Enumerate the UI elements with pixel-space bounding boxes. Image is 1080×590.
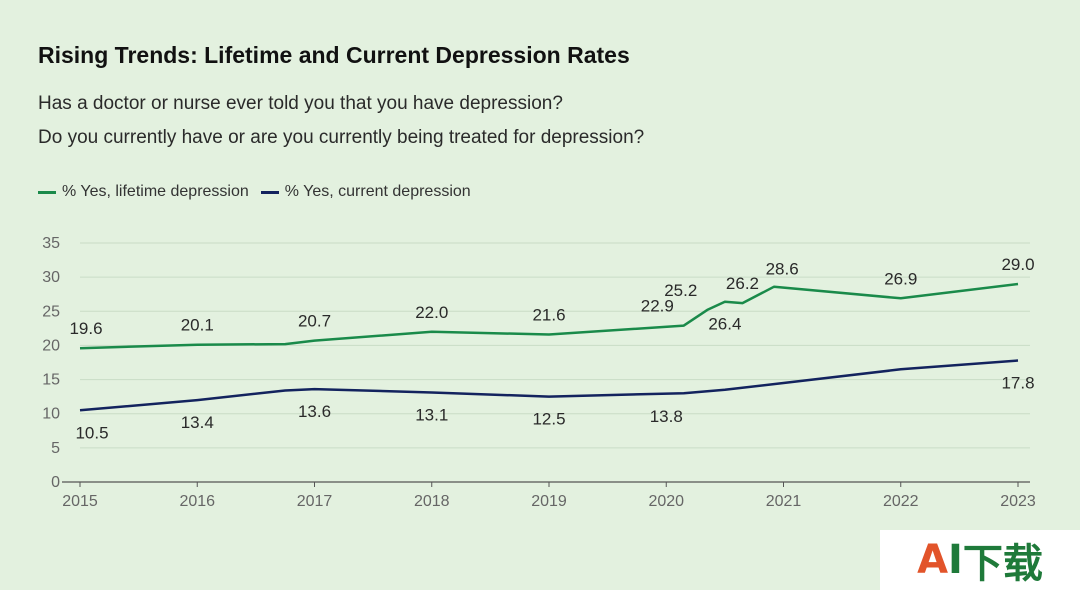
watermark-i: I	[948, 537, 963, 583]
x-tick-label-2023: 2023	[1000, 493, 1036, 510]
x-tick-label-2021: 2021	[766, 493, 802, 510]
legend-swatch-lifetime	[38, 190, 56, 194]
data-label-1-2: 13.6	[298, 402, 331, 421]
watermark-a: A	[917, 537, 949, 583]
legend: % Yes, lifetime depression % Yes, curren…	[38, 183, 483, 201]
data-label-0-7: 26.4	[708, 315, 741, 334]
data-label-0-3: 22.0	[415, 303, 448, 322]
data-label-1-1: 13.4	[181, 413, 214, 432]
data-label-0-1: 20.1	[181, 316, 214, 335]
x-tick-label-2020: 2020	[648, 493, 684, 510]
x-tick-label-2022: 2022	[883, 493, 919, 510]
y-tick-label-25: 25	[42, 303, 60, 320]
data-label-1-5: 13.8	[650, 407, 683, 426]
y-tick-label-10: 10	[42, 406, 60, 423]
data-label-0-10: 26.9	[884, 269, 917, 288]
data-label-0-9: 28.6	[766, 260, 799, 279]
data-label-1-4: 12.5	[532, 410, 565, 429]
series-line-1	[79, 359, 1019, 412]
data-label-1-0: 10.5	[75, 423, 108, 442]
y-tick-label-0: 0	[51, 474, 60, 491]
chart-title: Rising Trends: Lifetime and Current Depr…	[38, 42, 630, 68]
data-label-0-5: 22.9	[641, 297, 674, 316]
legend-label-lifetime: % Yes, lifetime depression	[62, 183, 249, 200]
data-label-0-2: 20.7	[298, 312, 331, 331]
x-tick-label-2019: 2019	[531, 493, 567, 510]
data-label-0-4: 21.6	[532, 306, 565, 325]
y-tick-label-30: 30	[42, 269, 60, 286]
legend-label-current: % Yes, current depression	[284, 183, 471, 200]
data-label-1-3: 13.1	[415, 406, 448, 425]
watermark-logo: A I 下载	[880, 530, 1080, 590]
y-tick-label-5: 5	[51, 440, 60, 457]
y-tick-label-20: 20	[42, 337, 60, 354]
y-tick-label-35: 35	[42, 235, 60, 252]
data-label-0-0: 19.6	[69, 319, 102, 338]
x-tick-label-2017: 2017	[297, 493, 333, 510]
data-label-0-8: 26.2	[726, 274, 759, 293]
question-current: Do you currently have or are you current…	[38, 127, 645, 148]
legend-item-current[interactable]: % Yes, current depression	[260, 183, 471, 201]
x-tick-label-2015: 2015	[62, 493, 98, 510]
data-label-0-11: 29.0	[1001, 255, 1034, 274]
x-tick-label-2018: 2018	[414, 493, 450, 510]
data-label-1-6: 17.8	[1001, 373, 1034, 392]
y-tick-label-15: 15	[42, 372, 60, 389]
watermark-rest: 下载	[962, 541, 1043, 587]
series-line-0	[79, 282, 1019, 350]
legend-item-lifetime[interactable]: % Yes, lifetime depression	[38, 183, 249, 201]
question-lifetime: Has a doctor or nurse ever told you that…	[38, 93, 563, 114]
x-tick-label-2016: 2016	[179, 493, 215, 510]
data-label-0-6: 25.2	[664, 281, 697, 300]
legend-swatch-current	[260, 190, 279, 194]
